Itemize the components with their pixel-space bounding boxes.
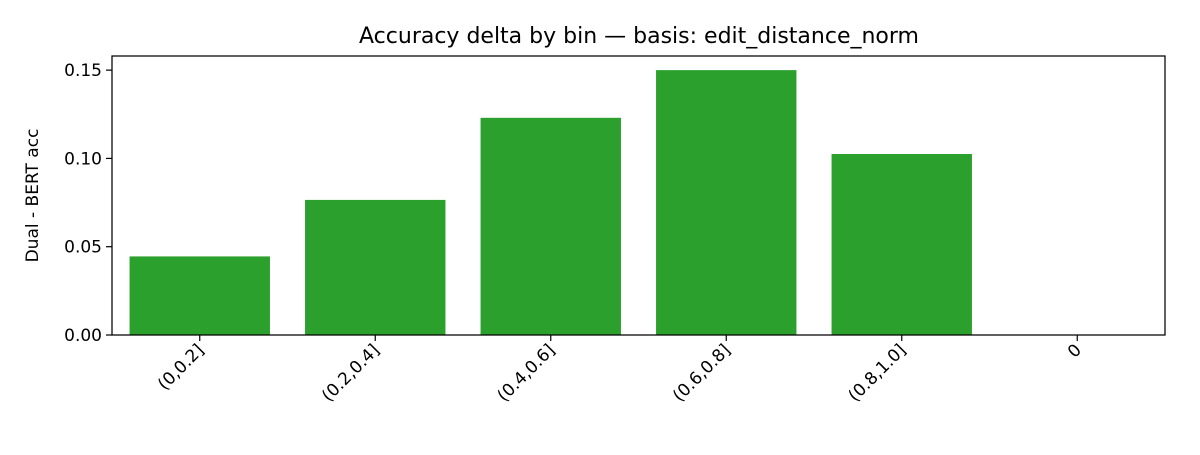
x-tick-label: (0.2,0.4] [318, 340, 384, 406]
chart-title: Accuracy delta by bin — basis: edit_dist… [359, 24, 919, 49]
bar-2 [305, 199, 446, 335]
bar-1 [129, 256, 270, 335]
bar-5 [831, 154, 972, 335]
y-tick-label: 0.10 [64, 149, 102, 169]
bar-3 [480, 117, 621, 335]
x-tick-label: (0.6,0.8] [669, 340, 735, 406]
x-tick-label: 0 [1064, 340, 1086, 362]
plot-frame [111, 55, 1166, 336]
y-tick-label: 0.00 [64, 326, 102, 346]
x-axis: (0,0.2] (0.2,0.4] (0.4,0.6] (0.6,0.8] (0.8,1… [154, 335, 1086, 406]
y-axis: 0.00 0.05 0.10 0.15 [64, 61, 112, 346]
y-axis-label: Dual - BERT acc [23, 129, 43, 263]
y-tick-label: 0.05 [64, 238, 102, 258]
x-tick-label: (0.4,0.6] [494, 340, 560, 406]
bar-4 [656, 70, 797, 335]
bars-layer [129, 70, 972, 335]
x-tick-label: (0.8,1.0] [845, 340, 911, 406]
y-tick-label: 0.15 [64, 61, 102, 81]
x-tick-label: (0,0.2] [154, 340, 208, 394]
